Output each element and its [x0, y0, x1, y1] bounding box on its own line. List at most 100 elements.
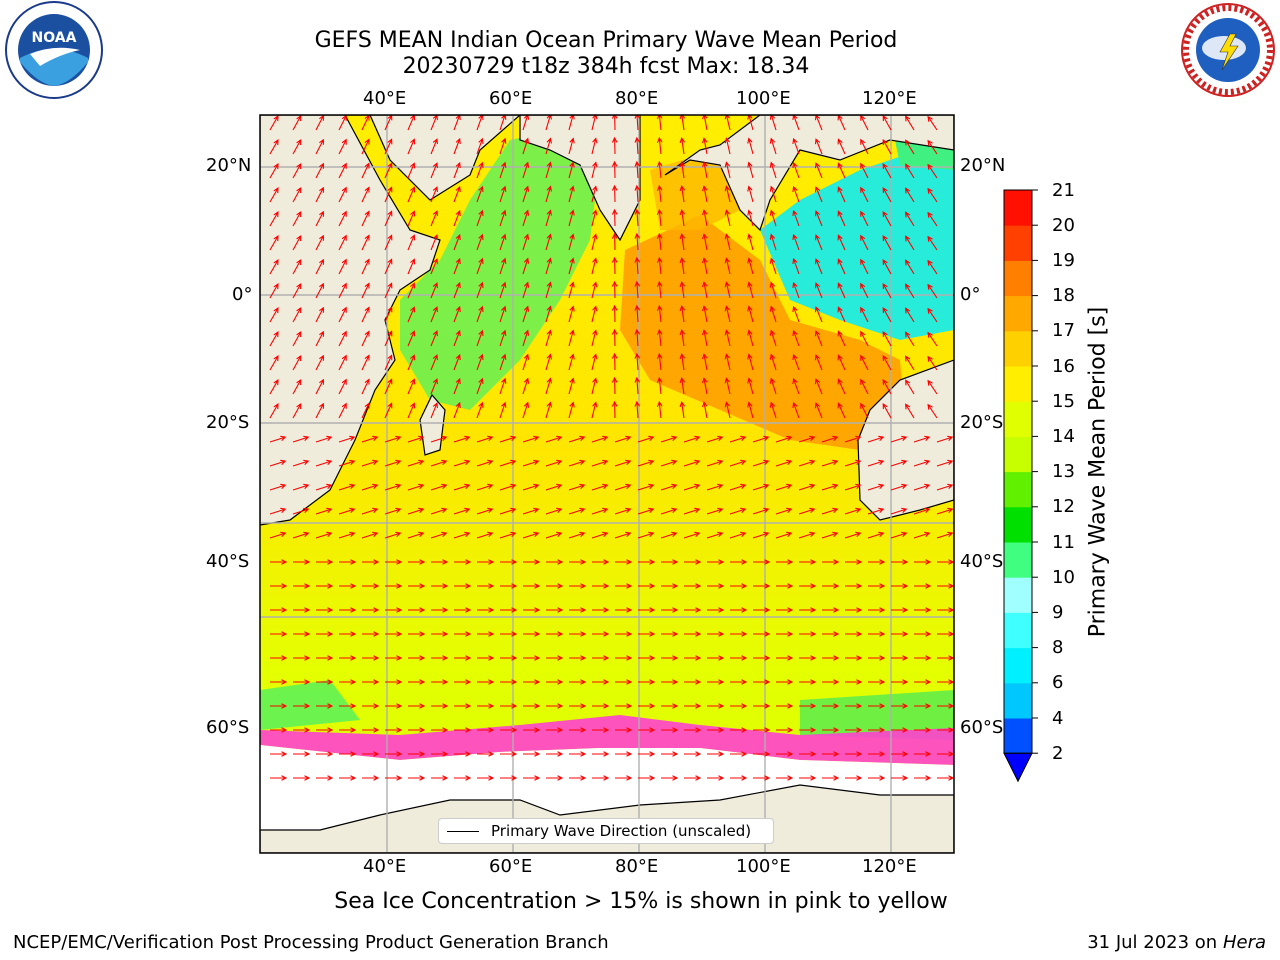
wave-direction-arrow — [776, 655, 794, 661]
wave-direction-arrow — [679, 377, 686, 395]
wave-direction-arrow — [729, 459, 747, 467]
wave-direction-arrow — [684, 559, 702, 565]
wave-direction-arrow — [499, 329, 507, 347]
wave-direction-arrow — [615, 607, 633, 613]
wave-direction-arrow — [269, 307, 279, 323]
wave-direction-arrow — [591, 483, 609, 491]
wave-direction-arrow — [882, 162, 892, 179]
wave-direction-arrow — [905, 187, 915, 203]
wave-direction-arrow — [822, 775, 840, 781]
wave-direction-arrow — [546, 631, 564, 637]
wave-direction-arrow — [798, 459, 816, 467]
wave-direction-arrow — [500, 679, 518, 685]
wave-direction-arrow — [477, 631, 495, 637]
wave-direction-arrow — [814, 186, 823, 203]
wave-direction-arrow — [860, 234, 869, 251]
svg-text:NOAA: NOAA — [32, 30, 77, 46]
wave-direction-arrow — [591, 507, 609, 515]
wave-direction-arrow — [656, 115, 663, 131]
wave-direction-arrow — [822, 631, 840, 637]
wave-direction-arrow — [592, 583, 610, 589]
wave-direction-arrow — [384, 435, 402, 443]
wave-direction-arrow — [837, 378, 846, 395]
wave-direction-arrow — [614, 435, 632, 443]
wave-direction-arrow — [499, 435, 517, 443]
wave-direction-arrow — [407, 531, 425, 539]
wave-direction-arrow — [315, 306, 324, 323]
wave-direction-arrow — [822, 583, 840, 589]
wave-direction-arrow — [292, 402, 302, 419]
wave-direction-arrow — [927, 307, 938, 323]
wave-direction-arrow — [292, 354, 302, 371]
wave-direction-arrow — [792, 329, 800, 347]
wave-direction-arrow — [361, 330, 370, 347]
wave-direction-arrow — [914, 679, 932, 685]
wave-direction-arrow — [634, 232, 640, 251]
wave-direction-arrow — [546, 775, 564, 781]
colorbar-tick: 10 — [1052, 567, 1075, 588]
wave-direction-arrow — [868, 583, 886, 589]
wave-direction-arrow — [661, 631, 679, 637]
wave-direction-arrow — [569, 583, 587, 589]
wave-direction-arrow — [523, 631, 541, 637]
wave-direction-arrow — [679, 209, 686, 227]
wave-direction-arrow — [384, 483, 402, 491]
wave-direction-arrow — [860, 330, 869, 347]
wave-direction-arrow — [752, 531, 770, 539]
wave-direction-arrow — [634, 160, 640, 179]
wave-direction-arrow — [724, 377, 731, 395]
wave-direction-arrow — [523, 583, 541, 589]
wave-direction-arrow — [430, 162, 438, 179]
wave-direction-arrow — [914, 727, 932, 733]
wave-direction-arrow — [546, 703, 564, 709]
wave-direction-arrow — [591, 459, 609, 467]
wave-direction-arrow — [679, 257, 686, 275]
wave-direction-arrow — [522, 531, 540, 539]
wave-direction-arrow — [338, 354, 347, 371]
wave-direction-arrow — [799, 607, 817, 613]
wave-direction-arrow — [522, 507, 540, 515]
wave-direction-arrow — [936, 435, 954, 443]
wave-direction-arrow — [611, 160, 618, 179]
wave-direction-arrow — [384, 282, 393, 299]
wave-direction-arrow — [545, 281, 552, 299]
wave-direction-arrow — [615, 655, 633, 661]
wave-direction-arrow — [362, 751, 380, 757]
wave-direction-arrow — [821, 483, 839, 491]
wave-direction-arrow — [338, 435, 356, 443]
wave-direction-arrow — [476, 185, 484, 203]
wave-direction-arrow — [638, 655, 656, 661]
wave-direction-arrow — [822, 679, 840, 685]
wave-direction-arrow — [430, 354, 438, 371]
wave-direction-arrow — [679, 281, 686, 299]
wave-direction-arrow — [362, 775, 380, 781]
wave-direction-arrow — [499, 401, 507, 419]
wave-direction-arrow — [747, 257, 754, 275]
colorbar-swatch — [1004, 612, 1032, 649]
wave-direction-arrow — [500, 655, 518, 661]
wave-direction-arrow — [822, 703, 840, 709]
india-land — [519, 115, 641, 242]
colorbar-swatch — [1004, 718, 1032, 754]
wave-direction-arrow — [753, 655, 771, 661]
wave-direction-arrow — [679, 161, 686, 179]
wave-direction-arrow — [338, 210, 347, 227]
wave-direction-arrow — [837, 258, 846, 275]
wave-direction-arrow — [660, 483, 678, 491]
wave-direction-arrow — [724, 257, 731, 275]
wave-direction-arrow — [747, 305, 754, 323]
wave-direction-arrow — [660, 435, 678, 443]
wave-direction-arrow — [362, 655, 380, 661]
wave-direction-arrow — [769, 329, 777, 347]
wave-direction-arrow — [407, 378, 416, 395]
wave-direction-arrow — [522, 209, 530, 227]
wave-direction-arrow — [634, 304, 640, 323]
colorbar-tick: 20 — [1052, 215, 1075, 236]
wave-direction-arrow — [792, 115, 800, 131]
wave-direction-arrow — [638, 679, 656, 685]
wave-direction-arrow — [500, 631, 518, 637]
wave-direction-arrow — [882, 282, 892, 299]
wave-direction-arrow — [615, 775, 633, 781]
wave-direction-arrow — [407, 459, 425, 467]
wave-direction-arrow — [339, 631, 357, 637]
